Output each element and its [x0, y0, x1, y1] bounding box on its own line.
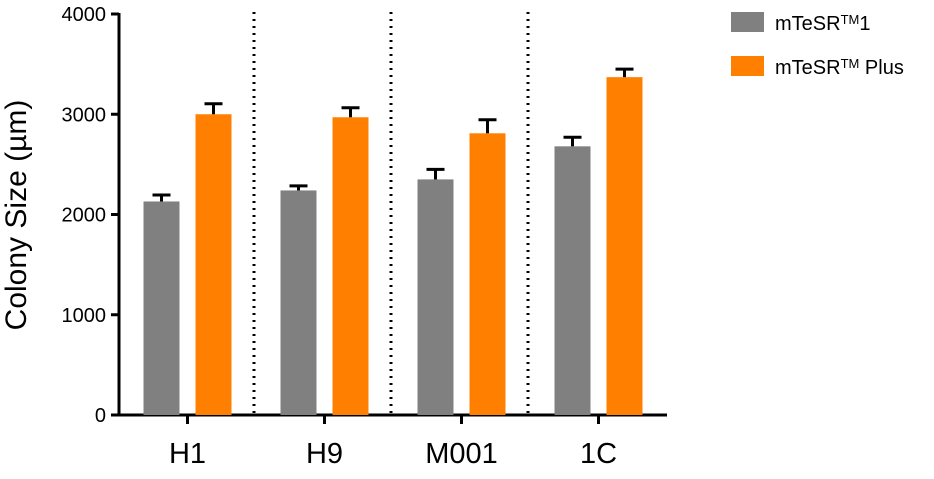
y-tick-label: 2000	[62, 205, 107, 227]
bar-H9-mtesr1	[280, 190, 317, 415]
x-axis: H1 H9 M001 1C	[118, 413, 667, 470]
bar-1C-mtesr1	[554, 146, 591, 415]
y-tick-label: 1000	[62, 305, 107, 327]
bar-H9-mtesr-plus	[332, 117, 369, 415]
y-tick-label: 0	[95, 405, 106, 427]
legend-label-superscript: TM	[841, 12, 860, 27]
x-tick-label: 1C	[580, 438, 617, 470]
legend-swatch	[731, 12, 764, 32]
x-tick-label: H9	[306, 438, 343, 470]
y-axis: 0 1000 2000 3000 4000	[62, 4, 121, 427]
y-tick-label: 3000	[62, 104, 107, 126]
legend-label-main: mTeSR	[775, 13, 841, 35]
legend-label: mTeSRTM1	[775, 12, 870, 35]
legend-label-tail: 1	[859, 13, 870, 35]
legend-swatch	[731, 56, 764, 76]
legend-label-tail: Plus	[859, 57, 903, 79]
legend-label: mTeSRTM Plus	[775, 56, 904, 79]
bar-M001-mtesr1	[417, 179, 454, 415]
bar-1C-mtesr-plus	[606, 77, 643, 415]
bar-H1-mtesr-plus	[195, 114, 232, 415]
bars	[143, 67, 643, 416]
legend-label-superscript: TM	[841, 56, 860, 71]
bar-H1-mtesr1	[143, 201, 180, 415]
y-tick-label: 4000	[62, 4, 107, 26]
bar-M001-mtesr-plus	[469, 133, 506, 416]
x-tick-label: H1	[169, 438, 206, 470]
y-axis-label: Colony Size (µm)	[0, 100, 33, 331]
legend-label-main: mTeSR	[775, 57, 841, 79]
x-tick-label: M001	[425, 438, 498, 470]
